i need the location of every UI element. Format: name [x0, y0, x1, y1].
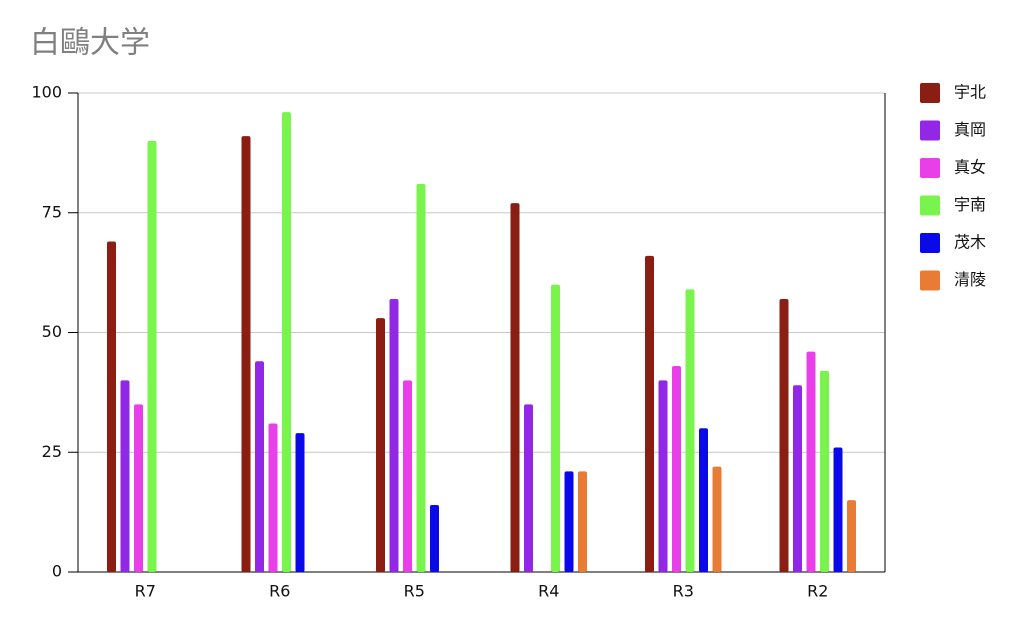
legend-swatch [920, 195, 940, 216]
x-tick-label: R3 [673, 582, 694, 601]
bar [255, 361, 264, 572]
bar [578, 471, 587, 572]
bar [847, 500, 856, 572]
legend-label: 宇南 [954, 195, 986, 214]
bar [416, 184, 426, 572]
bar [793, 385, 802, 572]
x-tick-label: R4 [538, 582, 559, 601]
y-tick-label: 25 [42, 442, 62, 461]
bar [268, 423, 278, 572]
bar [107, 241, 116, 573]
bar [779, 298, 789, 572]
x-tick-label: R2 [807, 582, 828, 601]
legend-swatch [920, 270, 940, 291]
bar [403, 380, 412, 572]
bar [147, 140, 157, 572]
bar [510, 203, 520, 573]
bar [685, 289, 695, 572]
bar [430, 504, 439, 572]
bar [820, 370, 829, 572]
legend-label: 宇北 [954, 83, 986, 102]
bar [282, 112, 291, 572]
y-tick-label: 75 [42, 202, 62, 221]
legend-swatch [920, 233, 940, 253]
bar [833, 447, 843, 572]
bar [134, 404, 143, 572]
bar [241, 136, 251, 573]
bar [551, 284, 560, 572]
x-tick-label: R5 [404, 582, 425, 601]
bar [672, 366, 681, 572]
bar [564, 471, 574, 572]
x-tick-label: R7 [135, 582, 156, 601]
y-tick-label: 100 [31, 83, 62, 102]
bar [658, 380, 668, 572]
bar [120, 380, 130, 572]
bar [699, 428, 708, 572]
legend-swatch [920, 158, 940, 178]
chart-title: 白鷗大学 [30, 26, 150, 61]
y-tick-label: 0 [52, 562, 62, 581]
bar [806, 351, 816, 572]
y-tick-label: 50 [42, 322, 62, 341]
bar [524, 404, 533, 572]
bar [376, 318, 385, 572]
bar [295, 433, 305, 572]
legend-swatch [920, 120, 940, 141]
x-tick-label: R6 [269, 582, 290, 601]
legend-label: 真女 [954, 158, 986, 177]
legend-swatch [920, 83, 940, 103]
bar [645, 255, 654, 573]
bar [389, 298, 399, 572]
legend-label: 清陵 [954, 270, 986, 289]
legend-label: 真岡 [954, 120, 986, 139]
bar [712, 466, 722, 572]
legend-label: 茂木 [954, 233, 986, 252]
